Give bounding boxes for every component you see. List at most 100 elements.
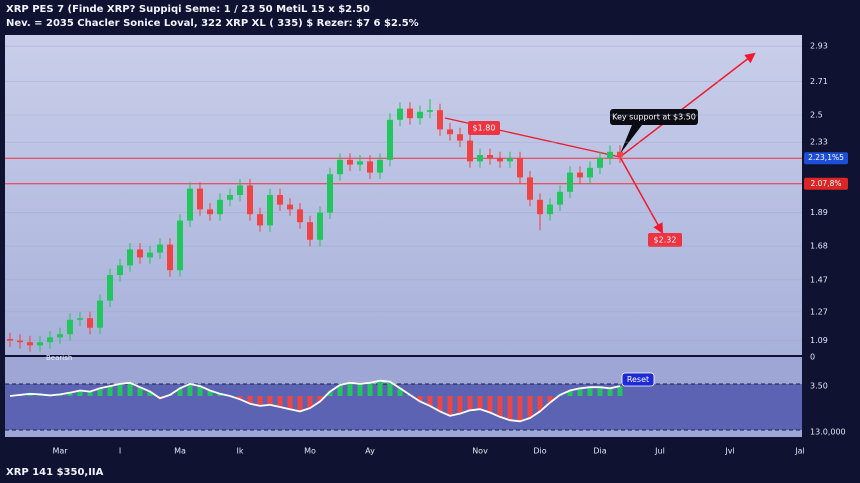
candle-body [547,204,553,215]
indicator-bar [547,396,553,403]
candle-body [437,110,443,130]
indicator-bar [77,390,83,396]
candle-body [167,244,173,271]
candle-body [457,134,463,141]
candle-body [557,191,563,205]
indicator-bar [27,393,33,396]
indicator-bar [187,383,193,396]
indicator-bar [417,396,423,402]
up-arrow [619,52,756,158]
candle-body [107,275,113,301]
candle-body [157,244,163,253]
candle-body [287,204,293,210]
candle-body [407,108,413,119]
x-tick-label: Dio [533,447,546,456]
x-tick-label: I [119,447,121,456]
indicator-bar [517,396,523,422]
candle-body [177,220,183,271]
candle-body [427,110,433,112]
price-panel [5,35,802,355]
candle-body [597,158,603,168]
callout-box [610,109,698,125]
candle-body [127,249,133,266]
indicator-bar [247,396,253,404]
indicator-bar [397,388,403,396]
indicator-bar [487,396,493,413]
candle-body [477,155,483,162]
candle-body [347,159,353,165]
candle-body [297,209,303,223]
title: XRP PES 7 (Finde XRP? Suppiqi Seme: 1 / … [6,4,370,15]
indicator-bar [237,396,243,400]
target-tag-text: $2.32 [654,236,677,245]
indicator-bar [277,396,283,407]
candle-body [137,249,143,258]
candle-body [257,214,263,226]
indicator-bar [607,388,613,396]
indicator-bar [537,396,543,412]
candle-body [567,172,573,192]
indicator-bar [327,391,333,396]
indicator-bar [317,396,323,402]
indicator-bar [457,396,463,414]
indicator-bar [357,383,363,396]
candle-body [517,158,523,178]
candle-body [387,119,393,160]
candle-body [497,158,503,162]
y-tick-label: 1.09 [810,336,828,345]
indicator-bar [567,390,573,396]
candle-body [447,129,453,135]
candle-body [237,185,243,195]
level-tag [804,152,848,165]
subtitle: Nev. = 2035 Chacler Sonice Loval, 322 XR… [6,18,419,29]
candle-body [357,161,363,165]
target-tag [648,233,682,247]
indicator-bar [597,387,603,396]
x-tick-label: Jvl [724,447,734,456]
level-label: 2.23,1%5 [808,153,844,162]
indicator-bar [257,396,263,406]
candle-body [617,151,623,157]
indicator-bar [447,396,453,416]
candle-body [147,252,153,258]
candle-body [337,159,343,175]
level-tag [804,177,848,190]
indicator-bar [307,396,313,409]
callout-text: Key support at $3.50 [612,113,696,122]
y-tick-label: 2.71 [810,77,828,86]
candle-body [527,177,533,200]
candle-body [227,195,233,200]
candle-body [217,199,223,215]
indicator-bar [117,383,123,396]
x-tick-label: Ik [237,447,244,456]
candle-body [467,140,473,162]
indicator-bar [577,388,583,396]
candle-body [7,339,13,341]
indicator-bar [207,390,213,396]
indicator-bar [297,396,303,412]
indicator-label: 13.0,000 [810,428,846,437]
callout-pointer [620,125,642,154]
price-tag-text: $1.80 [473,124,496,133]
x-tick-label: Dia [593,447,606,456]
candle-body [97,300,103,328]
level-label: 2.07,8% [811,179,842,188]
x-tick-label: Ay [365,447,375,456]
candle-body [507,158,513,162]
x-tick-label: Mo [304,447,316,456]
x-tick-label: Jal [794,447,804,456]
candle-body [307,222,313,240]
indicator-bar [337,385,343,396]
candle-body [207,209,213,215]
candle-body [607,151,613,159]
candle-body [27,342,33,346]
candle-body [377,159,383,173]
x-tick-label: Mar [52,447,68,456]
indicator-bar [527,396,533,418]
indicator-bar [177,388,183,396]
candle-body [487,155,493,159]
indicator-bar [157,396,163,399]
candle-body [197,188,203,210]
indicator-bar [127,382,133,396]
